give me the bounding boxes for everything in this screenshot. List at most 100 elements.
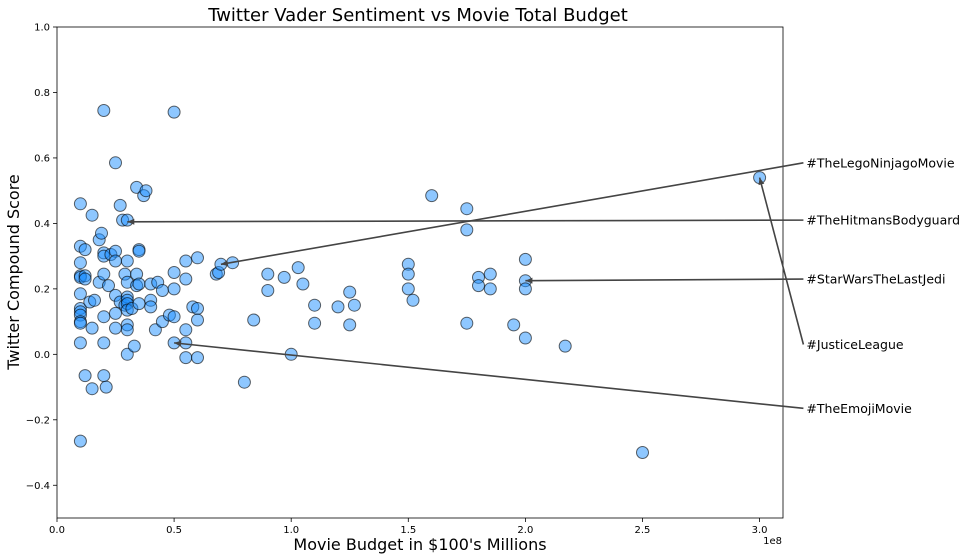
data-point <box>347 298 361 312</box>
data-point <box>308 298 322 312</box>
data-point <box>144 300 158 314</box>
x-axis-title: Movie Budget in $100's Millions <box>293 535 546 554</box>
data-point <box>132 277 146 291</box>
data-point <box>331 300 345 314</box>
x-tick-label: 0.5 <box>166 525 182 536</box>
data-point <box>401 267 415 281</box>
data-point <box>97 267 111 281</box>
x-axis-scale-label: 1e8 <box>763 536 782 547</box>
annotation-arrowhead-thelegoninjagomovie <box>220 260 229 267</box>
data-point <box>518 252 532 266</box>
annotation-arrow-starwarsthelastjedi <box>525 278 804 282</box>
data-point <box>261 284 275 297</box>
x-tick-label: 1.5 <box>400 525 416 536</box>
data-point <box>308 316 322 330</box>
annotation-label-starwarsthelastjedi: #StarWarsTheLastJedi <box>806 272 945 287</box>
data-point <box>472 279 485 293</box>
data-point <box>247 313 261 327</box>
data-point <box>401 282 415 296</box>
data-point <box>179 254 193 268</box>
x-tick-label: 0.0 <box>49 525 65 536</box>
data-point <box>73 434 87 448</box>
y-axis-title: Twitter Compound Score <box>4 174 23 371</box>
data-point <box>97 310 111 324</box>
data-point <box>261 267 275 281</box>
data-point <box>109 156 122 170</box>
data-point <box>139 184 153 198</box>
data-point <box>97 104 111 117</box>
data-point <box>78 369 92 383</box>
data-point <box>120 347 134 361</box>
data-point <box>343 285 357 299</box>
data-point <box>191 251 204 265</box>
y-tick-label: −0.2 <box>26 415 50 426</box>
data-point <box>460 316 474 330</box>
data-point <box>97 336 111 350</box>
data-point <box>277 270 291 284</box>
data-point <box>73 197 87 211</box>
x-tick-label: 3.0 <box>752 525 768 536</box>
points-layer <box>73 104 767 459</box>
y-axis-ticks: −0.4 −0.2 0.0 0.2 0.4 0.6 0.8 1.0 <box>26 23 57 492</box>
plot-area-frame <box>56 26 784 519</box>
y-tick-label: 0.8 <box>34 88 50 99</box>
annotation-arrow-theemojimovie <box>174 342 804 410</box>
data-point <box>78 243 92 257</box>
data-point <box>460 223 474 237</box>
data-point <box>148 323 162 337</box>
data-point <box>558 339 572 353</box>
data-point <box>167 310 181 324</box>
data-point <box>179 323 193 337</box>
data-point <box>179 272 193 286</box>
data-point <box>85 208 99 222</box>
x-tick-label: 2.5 <box>635 525 651 536</box>
data-point <box>132 297 146 311</box>
data-point <box>191 313 204 327</box>
data-point <box>191 351 204 365</box>
y-tick-label: 0.4 <box>34 219 50 230</box>
x-tick-label: 2.0 <box>517 525 533 536</box>
data-point <box>518 282 532 296</box>
data-point <box>85 321 99 335</box>
annotation-arrowhead-theemojimovie <box>174 340 182 347</box>
data-point <box>73 336 87 350</box>
data-point <box>507 318 521 332</box>
y-tick-label: 0.6 <box>34 153 50 164</box>
data-point <box>237 375 251 389</box>
data-point <box>95 226 108 240</box>
data-point <box>73 256 87 270</box>
data-point <box>483 282 497 296</box>
data-point <box>99 380 113 394</box>
annotation-arrow-thelegoninjagomovie <box>220 162 804 266</box>
chart-title: Twitter Vader Sentiment vs Movie Total B… <box>207 5 628 26</box>
annotation-arrowhead-thehitmansbodyguard <box>127 218 135 225</box>
data-point <box>518 331 532 345</box>
data-point <box>406 293 420 307</box>
y-tick-label: 1.0 <box>34 23 50 34</box>
data-point <box>291 261 305 275</box>
annotation-arrowhead-starwarsthelastjedi <box>525 277 533 284</box>
data-point <box>155 284 169 297</box>
data-point <box>109 321 122 335</box>
data-point <box>88 293 101 307</box>
data-point <box>636 446 649 459</box>
data-point <box>179 351 193 365</box>
data-point <box>127 339 141 353</box>
data-point <box>167 105 181 119</box>
data-point <box>483 267 497 281</box>
data-point <box>132 244 146 258</box>
data-point <box>73 316 87 330</box>
data-point <box>78 272 92 286</box>
data-point <box>113 198 127 212</box>
annotation-arrow-justiceleague <box>758 177 805 345</box>
data-point <box>120 323 134 337</box>
annotation-arrow-thehitmansbodyguard <box>127 219 804 223</box>
annotation-label-thelegoninjagomovie: #TheLegoNinjagoMovie <box>806 155 955 170</box>
data-point <box>425 189 439 203</box>
data-point <box>343 318 357 332</box>
data-point <box>120 254 134 268</box>
data-point <box>191 302 204 315</box>
data-point <box>167 282 181 296</box>
data-point <box>296 277 310 291</box>
